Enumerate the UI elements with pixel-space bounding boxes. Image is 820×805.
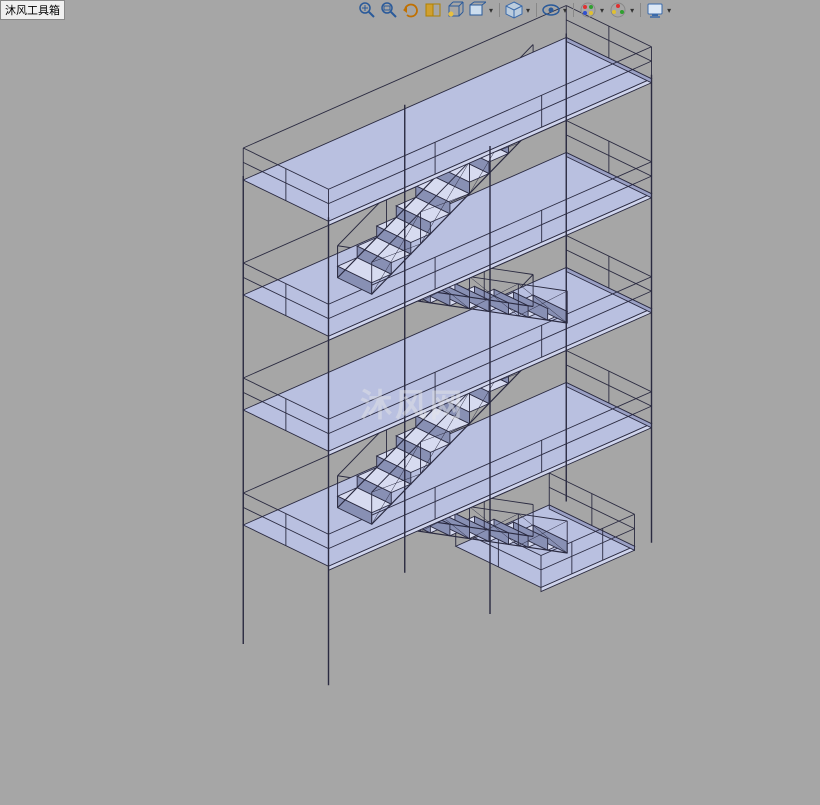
previous-view-icon[interactable] <box>402 1 420 19</box>
section-view-icon[interactable] <box>424 1 442 19</box>
scene-dropdown[interactable]: ▾ <box>629 6 635 15</box>
cube-dropdown[interactable]: ▾ <box>525 6 531 15</box>
toolbox-button[interactable]: 沐风工具箱 <box>0 0 65 20</box>
toolbox-label: 沐风工具箱 <box>5 5 60 17</box>
view-toolbar: ▾ ▾ ▾ ▾ ▾ ▾ <box>358 1 672 19</box>
render-dropdown[interactable]: ▾ <box>666 6 672 15</box>
toolbar-separator <box>536 3 537 17</box>
render-icon[interactable] <box>646 1 664 19</box>
display-style-icon[interactable] <box>468 1 486 19</box>
model-staircase <box>0 0 820 800</box>
cube-icon[interactable] <box>505 1 523 19</box>
display-style-dropdown[interactable]: ▾ <box>488 6 494 15</box>
view-orient-icon[interactable] <box>446 1 464 19</box>
toolbar-separator <box>499 3 500 17</box>
hide-show-dropdown[interactable]: ▾ <box>562 6 568 15</box>
hide-show-icon[interactable] <box>542 1 560 19</box>
toolbar-separator <box>573 3 574 17</box>
toolbar-separator <box>640 3 641 17</box>
zoom-area-icon[interactable] <box>380 1 398 19</box>
scene-icon[interactable] <box>609 1 627 19</box>
appearance-dropdown[interactable]: ▾ <box>599 6 605 15</box>
zoom-to-fit-icon[interactable] <box>358 1 376 19</box>
appearance-icon[interactable] <box>579 1 597 19</box>
viewport-3d[interactable] <box>0 0 820 800</box>
